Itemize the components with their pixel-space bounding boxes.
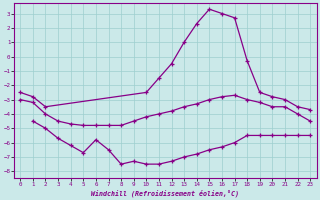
X-axis label: Windchill (Refroidissement éolien,°C): Windchill (Refroidissement éolien,°C) xyxy=(91,189,239,197)
